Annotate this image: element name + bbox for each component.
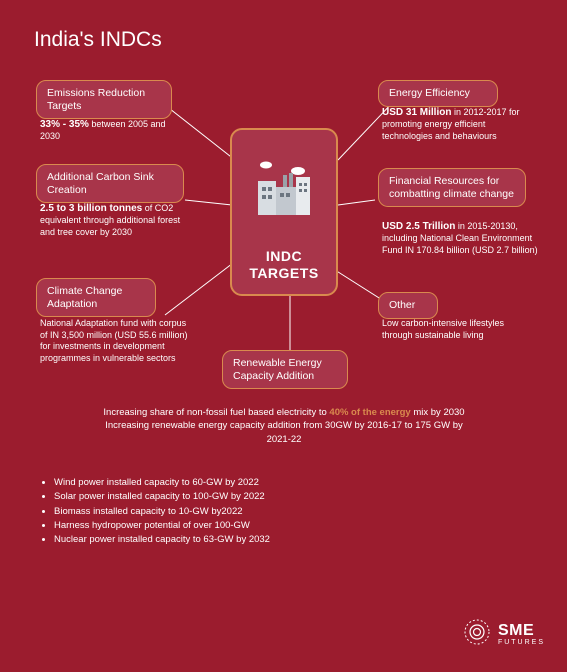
logo: SME FUTURES bbox=[462, 617, 545, 652]
desc-climate: National Adaptation fund with corpus of … bbox=[40, 318, 196, 365]
node-carbon-sink: Additional Carbon Sink Creation bbox=[36, 164, 184, 203]
desc-financial: USD 2.5 Trillion in 2015-20130, includin… bbox=[382, 220, 544, 256]
desc-emissions: 33% - 35% between 2005 and 2030 bbox=[40, 118, 180, 143]
node-climate: Climate Change Adaptation bbox=[36, 278, 156, 317]
logo-text: SME FUTURES bbox=[498, 623, 545, 646]
bullet-item: Nuclear power installed capacity to 63-G… bbox=[54, 534, 270, 545]
desc-other: Low carbon-intensive lifestyles through … bbox=[382, 318, 532, 341]
desc-carbon-sink: 2.5 to 3 billion tonnes of CO2 equivalen… bbox=[40, 202, 190, 238]
node-renewable: Renewable Energy Capacity Addition bbox=[222, 350, 348, 389]
node-emissions: Emissions Reduction Targets bbox=[36, 80, 172, 119]
bullet-item: Harness hydropower potential of over 100… bbox=[54, 520, 250, 531]
bullet-item: Wind power installed capacity to 60-GW b… bbox=[54, 477, 259, 488]
bullet-item: Solar power installed capacity to 100-GW… bbox=[54, 491, 265, 502]
center-label-1: INDC bbox=[266, 248, 302, 264]
center-node: INDC TARGETS bbox=[230, 128, 338, 296]
node-energy-efficiency: Energy Efficiency bbox=[378, 80, 498, 107]
node-other: Other bbox=[378, 292, 438, 319]
bottom-summary: Increasing share of non-fossil fuel base… bbox=[94, 406, 474, 446]
bullet-list: Wind power installed capacity to 60-GW b… bbox=[42, 476, 270, 547]
logo-icon bbox=[462, 617, 492, 652]
node-financial: Financial Resources for combatting clima… bbox=[378, 168, 526, 207]
desc-energy-efficiency: USD 31 Million in 2012-2017 for promotin… bbox=[382, 106, 538, 142]
page-title: India's INDCs bbox=[34, 28, 162, 52]
bullet-item: Biomass installed capacity to 10-GW by20… bbox=[54, 506, 243, 517]
center-label-2: TARGETS bbox=[249, 265, 318, 281]
factory-icon bbox=[248, 130, 320, 248]
